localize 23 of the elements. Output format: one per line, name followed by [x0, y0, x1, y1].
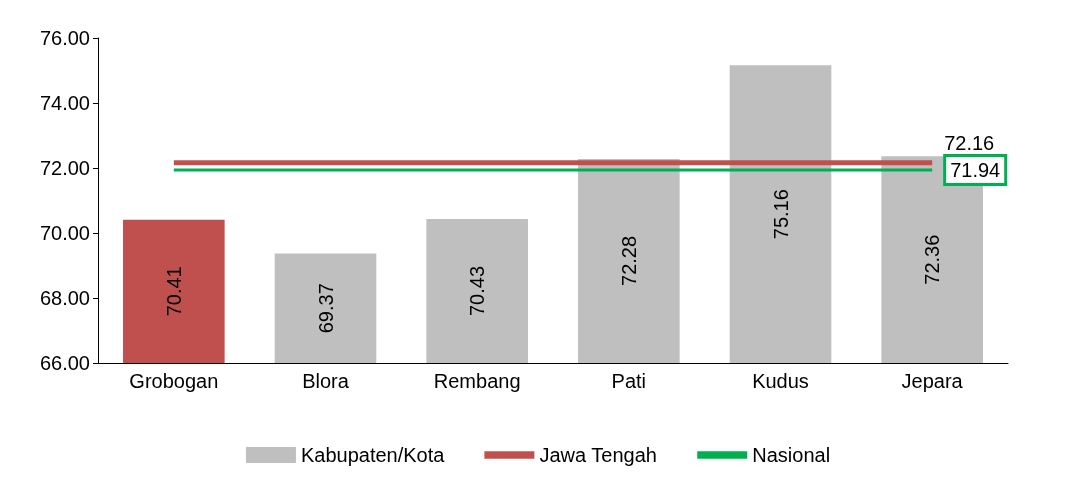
data-label: 70.41 — [162, 266, 185, 317]
x-tick-label: Jepara — [901, 370, 964, 392]
x-tick-label: Blora — [302, 370, 350, 392]
y-tick-label: 76.00 — [39, 27, 90, 49]
legend-label: Jawa Tengah — [539, 444, 657, 466]
legend-label: Kabupaten/Kota — [300, 444, 446, 466]
data-label: 72.28 — [617, 235, 640, 286]
data-label: 72.36 — [921, 234, 944, 285]
y-tick-label: 72.00 — [39, 157, 90, 179]
x-tick-label: Kudus — [752, 370, 809, 392]
data-label: 71.94 — [950, 158, 1001, 181]
data-label: 69.37 — [314, 283, 337, 334]
y-tick-label: 74.00 — [39, 92, 90, 114]
data-label: 72.16 — [944, 131, 995, 154]
data-label: 75.16 — [769, 189, 792, 240]
x-tick-label: Grobogan — [129, 370, 219, 392]
x-tick-label: Pati — [611, 370, 647, 392]
legend-label: Nasional — [752, 444, 831, 466]
x-tick-label: Rembang — [433, 370, 521, 392]
y-tick-label: 66.00 — [39, 352, 90, 374]
y-tick-label: 68.00 — [39, 287, 90, 309]
y-tick-label: 70.00 — [39, 222, 90, 244]
data-label: 70.43 — [466, 265, 489, 317]
